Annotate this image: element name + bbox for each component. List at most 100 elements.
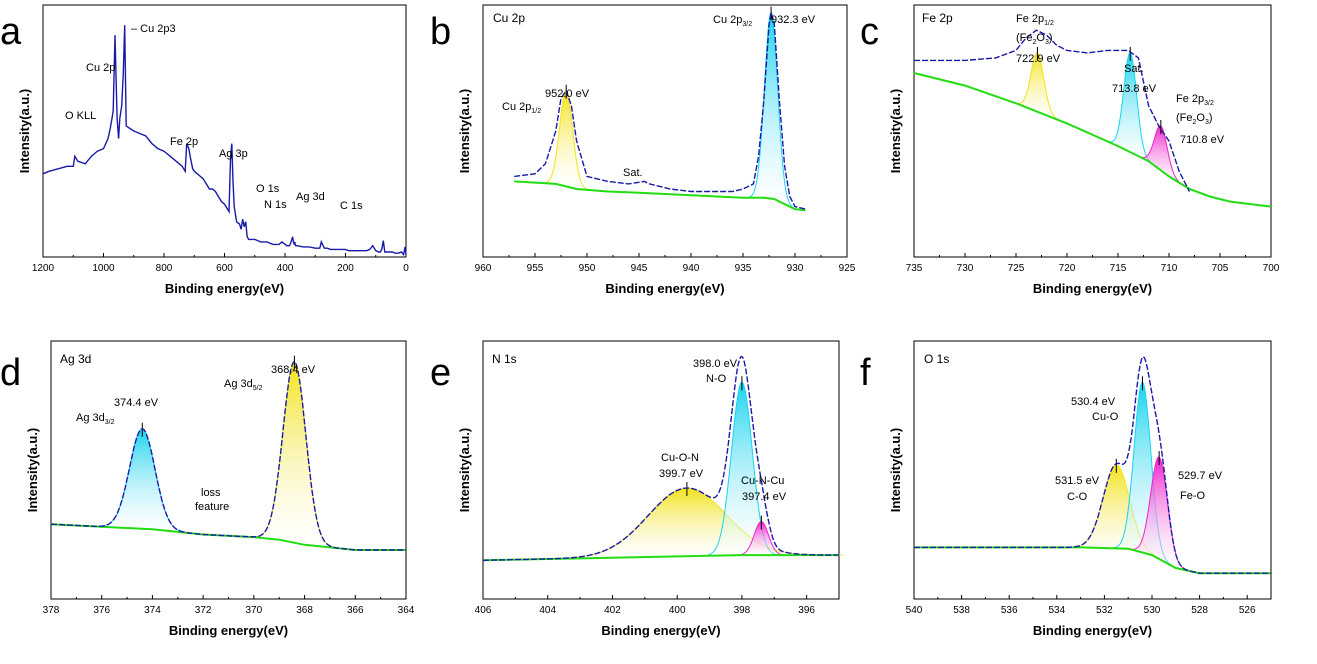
x-tick-label: 406 bbox=[475, 605, 492, 616]
series-background bbox=[50, 523, 406, 551]
x-tick-label: 710 bbox=[1161, 263, 1178, 274]
title-f: O 1s bbox=[924, 352, 949, 366]
x-tick-label: 396 bbox=[798, 605, 815, 616]
label-ag3d32: Ag 3d3/2 bbox=[76, 412, 115, 426]
x-tick-label: 366 bbox=[347, 605, 364, 616]
y-axis-title: Intensity(a.u.) bbox=[888, 89, 903, 174]
label-fe2o3-a: (Fe2O3) bbox=[1016, 32, 1053, 46]
series-background bbox=[914, 546, 1271, 575]
x-tick-label: 705 bbox=[1212, 263, 1229, 274]
x-axis-title: Binding energy(eV) bbox=[165, 281, 284, 296]
x-tick-label: 540 bbox=[906, 605, 923, 616]
x-tick-label: 400 bbox=[669, 605, 686, 616]
label-no: N-O bbox=[706, 373, 727, 385]
series-envelope bbox=[914, 355, 1271, 574]
peak-fit-cu-2p3-2 bbox=[744, 11, 798, 210]
label-feo: Fe-O bbox=[1180, 490, 1206, 502]
label-cu2p32: Cu 2p3/2 bbox=[713, 14, 752, 28]
panel-letter-e: e bbox=[430, 352, 451, 394]
x-tick-label: 925 bbox=[839, 263, 856, 274]
y-axis-title: Intensity(a.u.) bbox=[17, 89, 32, 174]
x-tick-label: 950 bbox=[579, 263, 596, 274]
label-ag3d: Ag 3d bbox=[296, 191, 325, 203]
x-tick-label: 930 bbox=[787, 263, 804, 274]
y-axis-title: Intensity(a.u.) bbox=[25, 428, 40, 513]
panel-c: 735 730 725 720 715 710 705 700 Binding energy(e… bbox=[888, 4, 1280, 296]
x-axis-title: Binding energy(eV) bbox=[1033, 281, 1152, 296]
label-cuncu: Cu-N-Cu bbox=[741, 475, 784, 487]
title-c: Fe 2p bbox=[922, 11, 953, 25]
panel-d: 378 376 374 372 370 368 366 364 Binding energy(e… bbox=[25, 340, 415, 638]
plot-frame-e bbox=[482, 340, 840, 600]
x-tick-label: 1200 bbox=[32, 263, 55, 274]
series-envelope bbox=[914, 29, 1191, 192]
title-b: Cu 2p bbox=[493, 11, 525, 25]
x-tick-label: 528 bbox=[1191, 605, 1208, 616]
panel-b: 960 955 950 945 940 935 930 925 Binding energy(e… bbox=[457, 4, 856, 296]
y-axis-title: Intensity(a.u.) bbox=[888, 428, 903, 513]
label-cu2p3: – Cu 2p3 bbox=[131, 23, 176, 35]
x-tick-label: 530 bbox=[1144, 605, 1161, 616]
x-tick-label: 940 bbox=[683, 263, 700, 274]
plot-frame-a bbox=[42, 4, 407, 258]
series-background bbox=[514, 180, 806, 212]
label-fe2p32: Fe 2p3/2 bbox=[1176, 93, 1214, 107]
panel-letter-c: c bbox=[860, 11, 879, 53]
series-survey bbox=[42, 25, 407, 257]
label-ag3p: Ag 3p bbox=[219, 148, 248, 160]
label-feature: feature bbox=[195, 501, 229, 513]
label-ag3d52: Ag 3d5/2 bbox=[224, 378, 263, 392]
label-okll: O KLL bbox=[65, 110, 96, 122]
label-7229: 722.9 eV bbox=[1016, 53, 1061, 65]
x-tick-label: 526 bbox=[1239, 605, 1256, 616]
label-fe2o3-b: (Fe2O3) bbox=[1176, 112, 1213, 126]
x-tick-label: 0 bbox=[403, 263, 409, 274]
title-d: Ag 3d bbox=[60, 352, 91, 366]
x-tick-label: 720 bbox=[1059, 263, 1076, 274]
label-co: C-O bbox=[1067, 491, 1088, 503]
x-tick-label: 730 bbox=[957, 263, 974, 274]
panel-letter-b: b bbox=[430, 11, 451, 53]
x-tick-label: 372 bbox=[195, 605, 212, 616]
panel-letter-f: f bbox=[860, 352, 871, 394]
x-tick-label: 700 bbox=[1263, 263, 1280, 274]
panel-letter-a: a bbox=[0, 11, 22, 53]
label-cu2p12: Cu 2p1/2 bbox=[502, 101, 541, 115]
peak-fit-cu-2p1-2 bbox=[539, 90, 593, 191]
label-3684: 368.4 eV bbox=[271, 364, 316, 376]
x-tick-label: 1000 bbox=[92, 263, 115, 274]
x-tick-label: 532 bbox=[1096, 605, 1113, 616]
x-tick-label: 374 bbox=[144, 605, 161, 616]
panel-a: 1200 1000 800 600 400 200 0 Binding energy(eV) I… bbox=[17, 4, 409, 296]
label-cu2p: Cu 2p bbox=[86, 62, 115, 74]
x-tick-label: 725 bbox=[1008, 263, 1025, 274]
label-fe2p12: Fe 2p1/2 bbox=[1016, 13, 1054, 27]
panel-letter-d: d bbox=[0, 352, 21, 394]
x-tick-label: 404 bbox=[539, 605, 556, 616]
x-tick-label: 398 bbox=[734, 605, 751, 616]
label-c1s: C 1s bbox=[340, 200, 363, 212]
label-loss: loss bbox=[201, 487, 221, 499]
x-tick-label: 534 bbox=[1048, 605, 1065, 616]
y-axis-title: Intensity(a.u.) bbox=[457, 428, 472, 513]
label-5315: 531.5 eV bbox=[1055, 475, 1100, 487]
x-tick-label: 600 bbox=[216, 263, 233, 274]
x-tick-label: 200 bbox=[337, 263, 354, 274]
x-axis-title: Binding energy(eV) bbox=[605, 281, 724, 296]
peak-fit-cu-o-n bbox=[531, 487, 843, 560]
x-tick-label: 960 bbox=[475, 263, 492, 274]
label-9323: 932.3 eV bbox=[771, 14, 816, 26]
label-9520: 952.0 eV bbox=[545, 88, 590, 100]
x-tick-label: 368 bbox=[296, 605, 313, 616]
label-n1s: N 1s bbox=[264, 199, 287, 211]
label-5297: 529.7 eV bbox=[1178, 470, 1223, 482]
series-data-envelope bbox=[514, 12, 806, 210]
x-axis-title: Binding energy(eV) bbox=[601, 623, 720, 638]
plot-frame-c bbox=[913, 4, 1272, 258]
label-3997: 399.7 eV bbox=[659, 468, 704, 480]
x-tick-label: 364 bbox=[398, 605, 415, 616]
series-background bbox=[913, 72, 1272, 208]
label-sat-c: Sat. bbox=[1124, 63, 1144, 75]
label-cuon: Cu-O-N bbox=[661, 452, 699, 464]
